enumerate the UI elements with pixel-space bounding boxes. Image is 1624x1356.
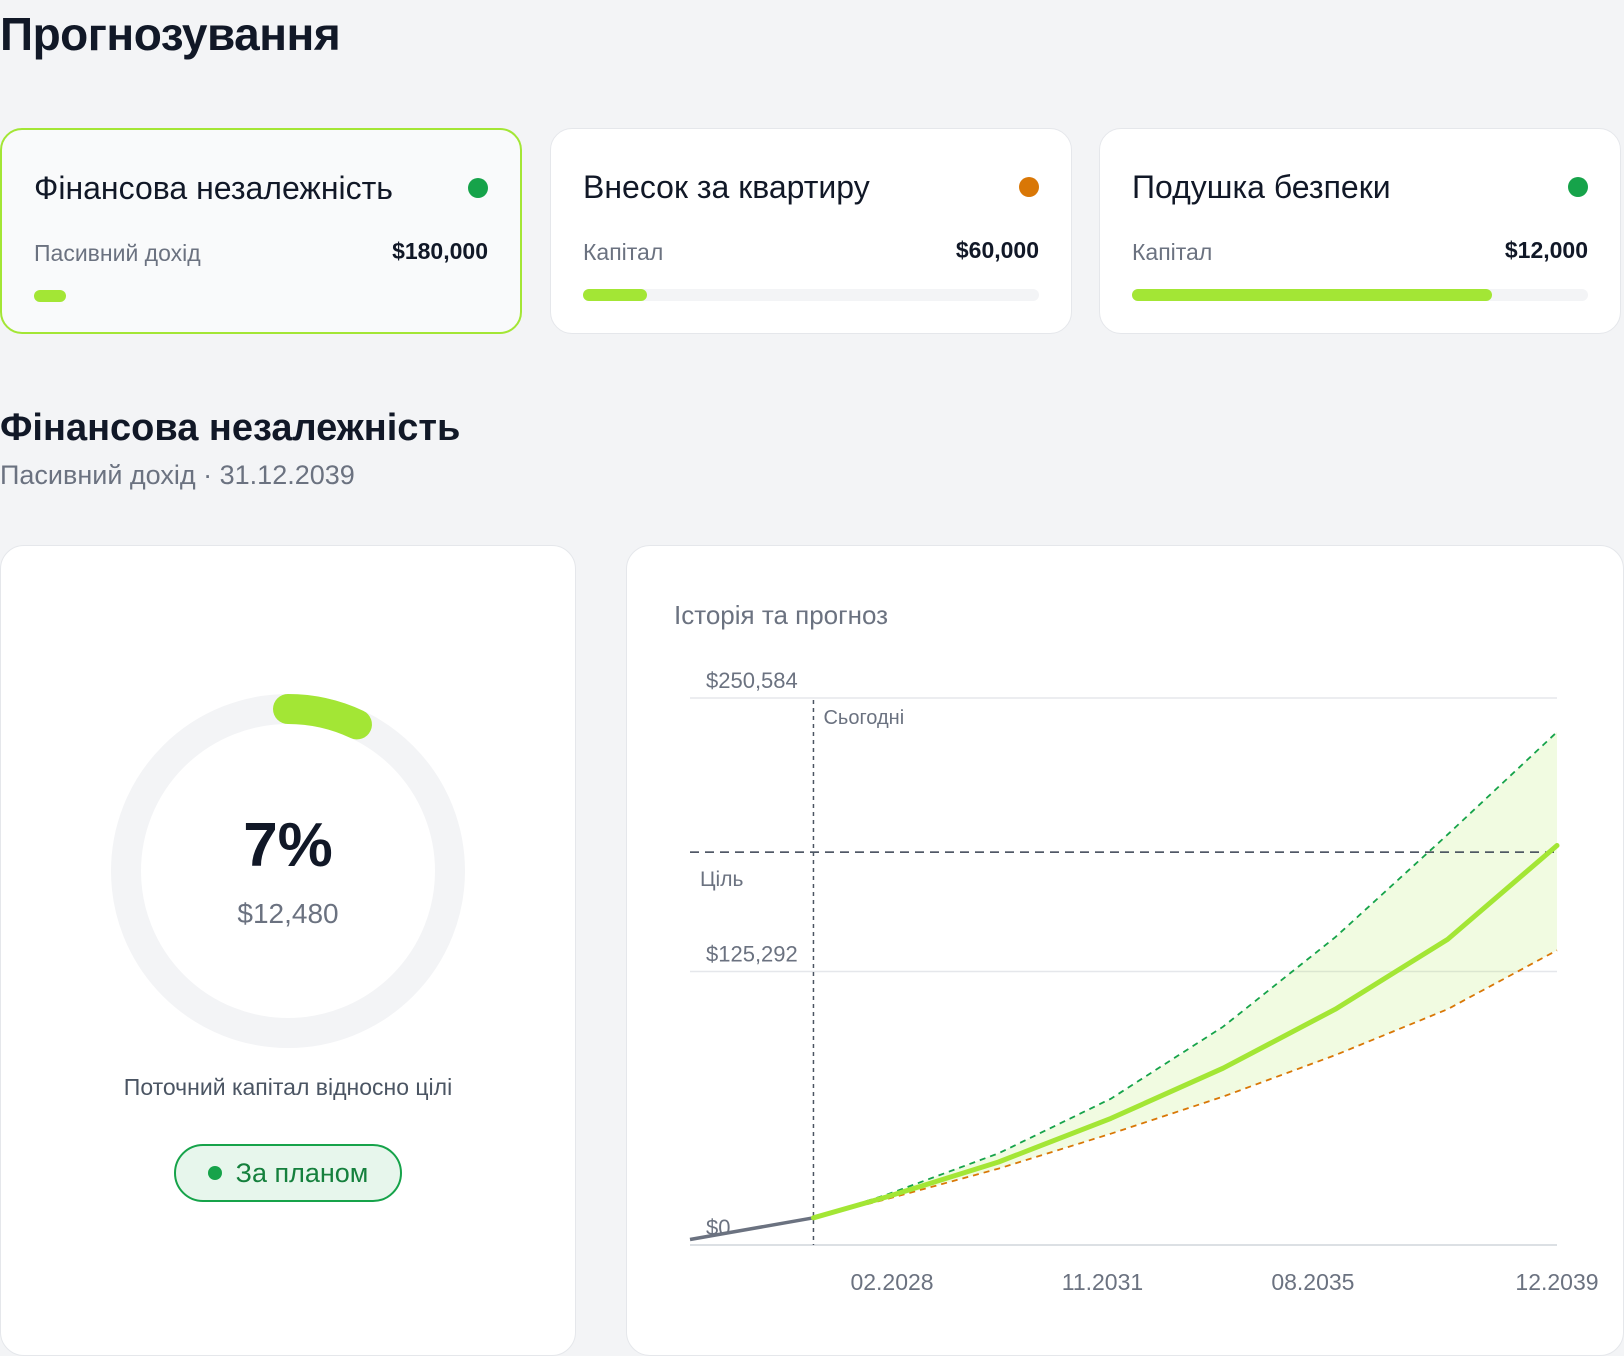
x-tick-label: 11.2031 xyxy=(1062,1269,1143,1295)
current-capital: $12,480 xyxy=(237,898,339,929)
forecast-range-band xyxy=(813,732,1557,1218)
goal-target-value: $60,000 xyxy=(955,237,1039,263)
goal-title: Фінансова незалежність xyxy=(34,170,393,206)
goal-metric-label: Капітал xyxy=(1132,239,1213,265)
goal-metric-label: Капітал xyxy=(583,239,664,265)
pessimistic-line xyxy=(813,949,1558,1219)
status-dot-icon xyxy=(1019,177,1039,197)
status-dot-icon xyxy=(207,1166,222,1180)
history-line xyxy=(689,1216,814,1242)
progress-ring-arc xyxy=(273,694,372,740)
chart-title: Історія та прогноз xyxy=(674,600,889,630)
detail-subtitle: Пасивний дохід · 31.12.2039 xyxy=(0,460,355,490)
goal-title: Внесок за квартиру xyxy=(583,169,870,205)
goal-progress-track xyxy=(583,289,1039,301)
goal-target-value: $12,000 xyxy=(1504,237,1588,263)
x-tick-label: 08.2035 xyxy=(1271,1269,1354,1295)
goal-metric-label: Пасивний дохід xyxy=(34,240,201,266)
x-tick-label: 02.2028 xyxy=(850,1269,933,1295)
page-title: Прогнозування xyxy=(0,8,341,60)
goal-progress-track xyxy=(1132,289,1588,301)
detail-title: Фінансова незалежність xyxy=(0,407,461,449)
y-tick-label: $125,292 xyxy=(706,942,798,967)
goal-title: Подушка безпеки xyxy=(1132,169,1391,205)
goal-card-financial-independence[interactable]: Фінансова незалежність Пасивний дохід $1… xyxy=(0,128,522,334)
goal-card-apartment-deposit[interactable]: Внесок за квартиру Капітал $60,000 xyxy=(550,128,1072,334)
today-label: Сьогодні xyxy=(823,707,904,729)
goal-progress-fill xyxy=(1132,289,1493,301)
progress-percent: 7% xyxy=(243,811,333,880)
goal-progress-fill xyxy=(583,289,647,301)
status-dot-icon xyxy=(468,178,488,198)
status-dot-icon xyxy=(1568,177,1588,197)
progress-ring xyxy=(111,694,465,1048)
goal-target-value: $180,000 xyxy=(392,238,488,264)
goal-label: Ціль xyxy=(700,868,743,891)
goal-progress-track xyxy=(34,290,488,302)
y-tick-label: $250,584 xyxy=(706,668,798,693)
optimistic-line xyxy=(813,731,1558,1219)
goal-card-emergency-fund[interactable]: Подушка безпеки Капітал $12,000 xyxy=(1099,128,1621,334)
goal-progress-fill xyxy=(34,290,66,302)
progress-caption: Поточний капітал відносно цілі xyxy=(123,1074,453,1100)
projection-line xyxy=(811,843,1560,1221)
progress-panel xyxy=(0,545,576,1356)
status-badge: За планом xyxy=(174,1144,402,1202)
status-label: За планом xyxy=(235,1157,369,1188)
x-tick-label: 12.2039 xyxy=(1515,1269,1598,1295)
